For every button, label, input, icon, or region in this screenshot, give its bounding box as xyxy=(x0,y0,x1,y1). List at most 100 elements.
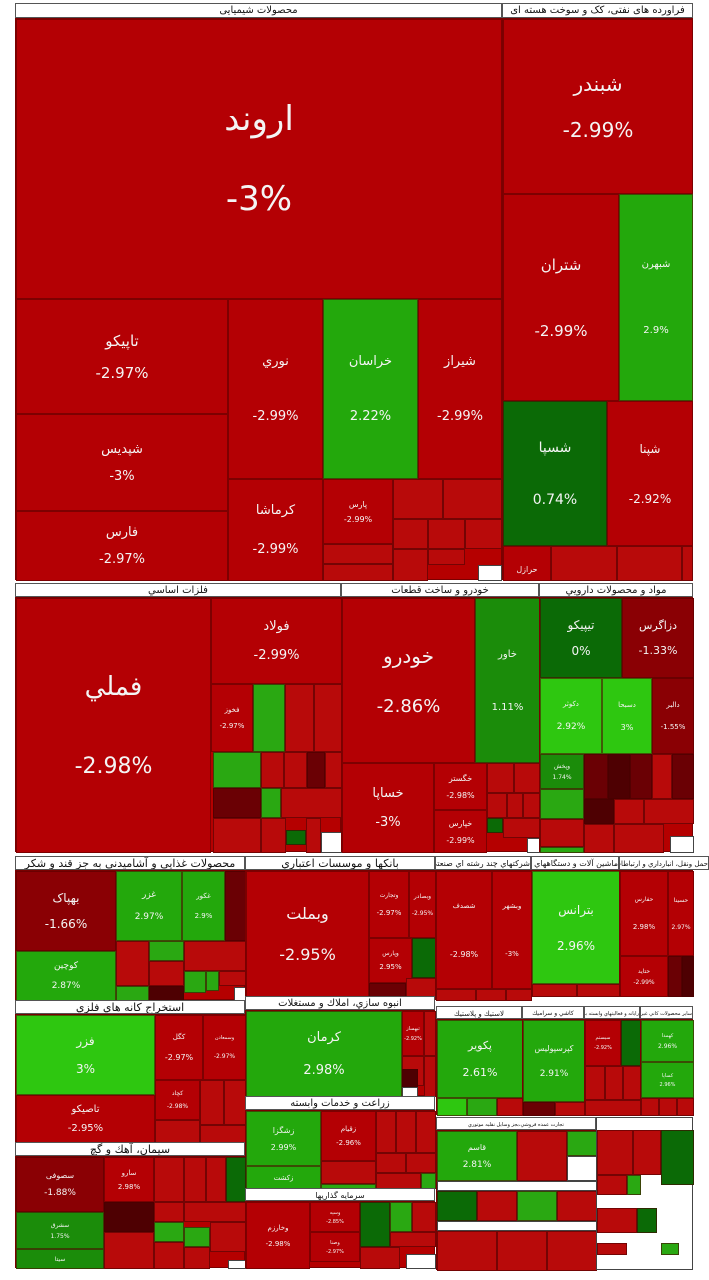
tile-vpars[interactable]: وپارس 2.95% xyxy=(369,938,412,983)
small-tile[interactable] xyxy=(261,752,284,788)
small-tile[interactable] xyxy=(219,971,246,986)
tile-ssoufi[interactable]: سصوفی -1.88% xyxy=(16,1157,104,1212)
small-tile[interactable] xyxy=(621,1020,641,1066)
small-tile[interactable] xyxy=(652,754,672,799)
small-tile[interactable] xyxy=(149,986,184,1001)
small-tile[interactable] xyxy=(376,1173,421,1189)
tile-fzar[interactable]: فزر 3% xyxy=(16,1015,155,1095)
small-tile[interactable] xyxy=(506,989,532,1001)
small-tile[interactable] xyxy=(555,1102,585,1116)
tile-shpedis[interactable]: شپدیس -3% xyxy=(16,414,228,511)
tile-zkesht[interactable]: زکشت xyxy=(246,1166,321,1189)
small-tile[interactable] xyxy=(261,788,281,818)
small-tile[interactable] xyxy=(605,1066,623,1100)
tile-hfars[interactable]: حفارس 2.98% xyxy=(620,871,668,956)
small-tile[interactable] xyxy=(672,754,694,799)
small-tile[interactable] xyxy=(497,1231,547,1271)
tile-vbshahr[interactable]: وبشهر -3% xyxy=(492,871,532,989)
tile-shpna[interactable]: شپنا -2.92% xyxy=(607,401,693,546)
small-tile[interactable] xyxy=(416,1111,436,1153)
small-tile[interactable] xyxy=(390,1202,412,1232)
small-tile[interactable] xyxy=(360,1247,400,1269)
tile-tasiko[interactable]: تاصیکو -2.95% xyxy=(16,1095,155,1143)
small-tile[interactable] xyxy=(213,752,261,788)
tile-vsmaaden[interactable]: وسمعادن -2.97% xyxy=(203,1015,246,1080)
small-tile[interactable] xyxy=(514,763,540,793)
small-tile[interactable] xyxy=(424,1056,436,1097)
tile-kchad[interactable]: کچاد -2.98% xyxy=(155,1080,200,1120)
small-tile[interactable] xyxy=(644,799,694,824)
small-tile[interactable] xyxy=(116,986,149,1001)
small-tile[interactable] xyxy=(614,824,664,853)
small-tile[interactable] xyxy=(206,1157,226,1202)
tile-khamda[interactable]: کهمدا 2.96% xyxy=(641,1020,694,1062)
small-tile[interactable] xyxy=(200,1080,224,1125)
tile-ksapa[interactable]: کساپا 2.96% xyxy=(641,1062,694,1098)
small-tile[interactable] xyxy=(465,519,502,549)
small-tile[interactable] xyxy=(523,793,540,818)
small-tile[interactable] xyxy=(155,1120,200,1143)
small-tile[interactable] xyxy=(323,564,393,581)
tile-zqiam[interactable]: زقیام -2.96% xyxy=(321,1111,376,1161)
tile-pkavir[interactable]: پکویر 2.61% xyxy=(437,1020,523,1098)
small-tile[interactable] xyxy=(225,871,246,941)
small-tile[interactable] xyxy=(551,546,617,581)
small-tile[interactable] xyxy=(597,1243,627,1255)
tile-hsina[interactable]: حسینا 2.97% xyxy=(668,871,694,956)
tile-fars[interactable]: فارس -2.97% xyxy=(16,511,228,581)
small-tile[interactable] xyxy=(393,549,428,581)
small-tile[interactable] xyxy=(325,752,342,788)
small-tile[interactable] xyxy=(597,1208,637,1233)
small-tile[interactable] xyxy=(184,1247,210,1269)
small-tile[interactable] xyxy=(376,1111,396,1153)
small-tile[interactable] xyxy=(517,1191,557,1221)
small-tile[interactable] xyxy=(630,754,652,799)
tile-dalbor[interactable]: دالبر -1.55% xyxy=(652,678,694,754)
small-tile[interactable] xyxy=(557,1191,597,1221)
small-tile[interactable] xyxy=(200,1125,246,1143)
small-tile[interactable] xyxy=(633,1130,661,1175)
small-tile[interactable] xyxy=(567,1131,597,1156)
small-tile[interactable] xyxy=(585,1100,641,1116)
tile-khpars[interactable]: خپارس -2.99% xyxy=(434,810,487,853)
tile-tipiko[interactable]: تیپیکو 0% xyxy=(540,598,622,678)
small-tile[interactable] xyxy=(154,1222,184,1242)
small-tile[interactable] xyxy=(360,1202,390,1247)
tile-arvand[interactable]: اروند -3% xyxy=(16,19,502,299)
small-tile[interactable] xyxy=(412,1202,436,1232)
tile-vsepah[interactable]: وسپه -2.85% xyxy=(310,1202,360,1232)
small-tile[interactable] xyxy=(149,961,184,986)
tile-vkharazm[interactable]: وخارزم -2.98% xyxy=(246,1202,310,1269)
small-tile[interactable] xyxy=(682,546,693,581)
tile-shiraz[interactable]: شیراز -2.99% xyxy=(418,299,502,479)
small-tile[interactable] xyxy=(376,1153,406,1173)
small-tile[interactable] xyxy=(184,971,206,993)
tile-system[interactable]: سیستم -2.92% xyxy=(585,1020,621,1066)
small-tile[interactable] xyxy=(116,941,149,986)
tile-khorasan[interactable]: خراسان 2.22% xyxy=(323,299,418,479)
tile-dkosar[interactable]: دکوثر 2.92% xyxy=(540,678,602,754)
small-tile[interactable] xyxy=(503,818,540,838)
tile-zshgza[interactable]: زشگزا 2.99% xyxy=(246,1111,321,1166)
tile-shtran[interactable]: شتران -2.99% xyxy=(503,194,619,401)
small-tile[interactable] xyxy=(668,956,682,997)
tile-vbsader[interactable]: وبصادر -2.95% xyxy=(409,871,436,938)
small-tile[interactable] xyxy=(443,479,502,519)
tile-behpak[interactable]: بهپاک -1.66% xyxy=(16,871,116,951)
small-tile[interactable] xyxy=(154,1242,184,1269)
small-tile[interactable] xyxy=(210,1222,246,1252)
small-tile[interactable] xyxy=(577,984,620,997)
small-tile[interactable] xyxy=(641,1098,659,1116)
small-tile[interactable] xyxy=(585,1066,605,1100)
small-tile[interactable] xyxy=(285,684,314,752)
small-tile[interactable] xyxy=(184,1227,210,1247)
tile-khavar[interactable]: خاور 1.11% xyxy=(475,598,540,763)
small-tile[interactable] xyxy=(393,479,443,519)
small-tile[interactable] xyxy=(623,1066,641,1100)
small-tile[interactable] xyxy=(477,1191,517,1221)
tile-vsana[interactable]: وصنا -2.97% xyxy=(310,1232,360,1262)
tile-saro[interactable]: سارو 2.98% xyxy=(104,1157,154,1202)
small-tile[interactable] xyxy=(184,1157,206,1202)
small-tile[interactable] xyxy=(661,1243,679,1255)
small-tile[interactable] xyxy=(617,546,682,581)
